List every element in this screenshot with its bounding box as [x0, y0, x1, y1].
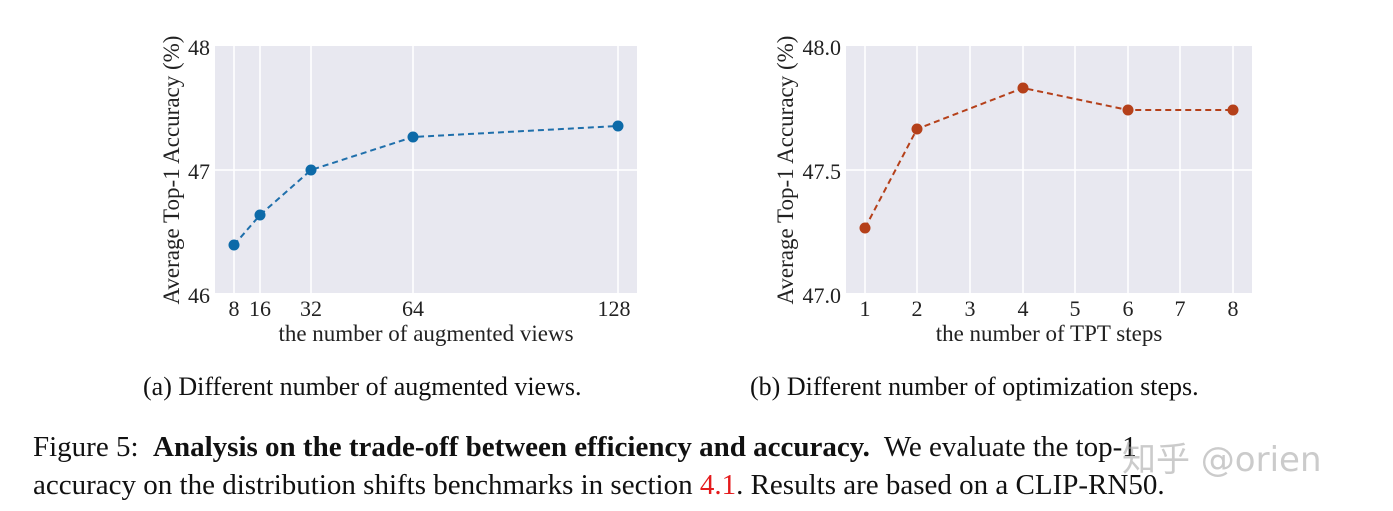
xtick: 7 [1175, 296, 1186, 321]
xtick: 8 [229, 296, 240, 321]
plot-b-xlabel: the number of TPT steps [936, 321, 1163, 346]
data-point [911, 123, 923, 135]
ytick: 47.5 [803, 159, 842, 184]
data-point [1122, 104, 1134, 116]
caption-line-1: Figure 5: Analysis on the trade-off betw… [33, 428, 1165, 466]
plot-b-ylabel: Average Top-1 Accuracy (%) [773, 36, 798, 305]
figure-caption: Figure 5: Analysis on the trade-off betw… [33, 428, 1165, 504]
plot-b-yticks: 48.0 47.5 47.0 [803, 35, 842, 308]
caption-text-2: accuracy on the distribution shifts benc… [33, 469, 700, 501]
xtick: 128 [598, 296, 631, 321]
ytick: 48 [188, 35, 210, 60]
caption-label: Figure 5: [33, 431, 139, 463]
xtick: 3 [965, 296, 976, 321]
ytick: 46 [188, 283, 210, 308]
plot-a-markers [228, 120, 624, 251]
ytick: 47.0 [803, 283, 842, 308]
data-point [1017, 82, 1029, 94]
ytick: 48.0 [803, 35, 842, 60]
watermark: 知乎 @orien [1122, 440, 1322, 480]
plot-a-xlabel: the number of augmented views [278, 321, 573, 346]
plot-a-line [233, 125, 619, 246]
plot-a-ylabel: Average Top-1 Accuracy (%) [159, 36, 184, 305]
data-point [228, 239, 240, 251]
xtick: 4 [1018, 296, 1029, 321]
plot-b-markers [859, 82, 1239, 234]
subcaption-a: (a) Different number of augmented views. [143, 372, 582, 401]
xtick: 2 [912, 296, 923, 321]
xtick: 8 [1228, 296, 1239, 321]
plot-b-grid [846, 46, 1252, 293]
xtick: 64 [402, 296, 424, 321]
figure-plots: 48 47 46 8 16 32 64 128 the number of au… [159, 35, 1252, 346]
ytick: 47 [188, 159, 210, 184]
xtick: 1 [860, 296, 871, 321]
data-point [612, 120, 624, 132]
section-reference-link[interactable]: 4.1 [699, 469, 737, 501]
plot-a-xticks: 8 16 32 64 128 [229, 296, 631, 321]
caption-bold: Analysis on the trade-off between effici… [153, 431, 870, 463]
xtick: 32 [300, 296, 322, 321]
subcaption-b: (b) Different number of optimization ste… [750, 372, 1199, 401]
plot-a-yticks: 48 47 46 [188, 35, 210, 308]
data-point [859, 222, 871, 234]
data-point [407, 131, 419, 143]
data-point [1227, 104, 1239, 116]
plot-a: 48 47 46 8 16 32 64 128 the number of au… [159, 35, 637, 346]
xtick: 6 [1123, 296, 1134, 321]
plot-b-xticks: 1 2 3 4 5 6 7 8 [860, 296, 1239, 321]
caption-text-1: We evaluate the top-1 [883, 431, 1137, 463]
data-point [305, 164, 317, 176]
caption-text-3: . Results are based on a CLIP-RN50. [736, 469, 1165, 501]
xtick: 5 [1070, 296, 1081, 321]
plot-a-grid [215, 46, 637, 293]
caption-line-2: accuracy on the distribution shifts benc… [33, 466, 1165, 504]
plot-b: 48.0 47.5 47.0 1 2 3 4 5 6 7 8 the numbe… [773, 35, 1252, 346]
xtick: 16 [249, 296, 271, 321]
data-point [254, 209, 266, 221]
